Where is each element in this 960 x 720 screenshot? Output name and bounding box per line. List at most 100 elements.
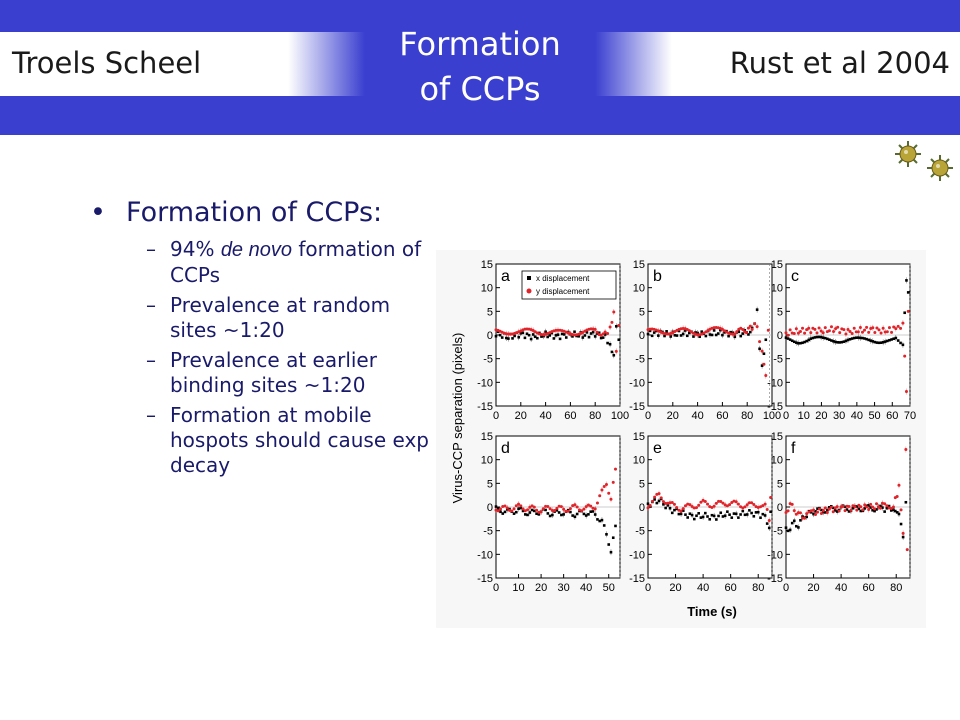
- x-displacement-point: [610, 350, 614, 354]
- y-tick-label: 10: [481, 455, 493, 467]
- sub-bullet-italic: de novo: [220, 239, 292, 261]
- x-displacement-point: [888, 338, 891, 342]
- x-displacement-point: [526, 513, 529, 517]
- x-displacement-point: [730, 516, 734, 519]
- x-displacement-point: [845, 508, 849, 511]
- y-displacement-point: [733, 332, 737, 336]
- y-displacement-point: [905, 548, 909, 552]
- y-tick-label: -10: [477, 549, 493, 561]
- y-displacement-point: [734, 500, 738, 504]
- x-displacement-point: [896, 339, 900, 342]
- y-displacement-point: [510, 509, 514, 513]
- y-displacement-point: [530, 504, 534, 508]
- y-displacement-point: [801, 326, 805, 330]
- x-displacement-point: [788, 528, 792, 532]
- y-displacement-point: [881, 326, 885, 330]
- y-displacement-point: [657, 492, 661, 496]
- x-displacement-point: [867, 503, 870, 507]
- x-displacement-point: [763, 514, 767, 517]
- x-displacement-point: [710, 333, 714, 337]
- x-displacement-point: [871, 340, 875, 343]
- x-displacement-point: [581, 336, 585, 339]
- x-displacement-point: [867, 338, 870, 342]
- x-displacement-point: [679, 334, 683, 337]
- y-displacement-point: [745, 503, 749, 507]
- x-displacement-point: [584, 514, 588, 517]
- x-displacement-point: [571, 514, 574, 517]
- x-displacement-point: [712, 329, 716, 332]
- x-displacement-point: [675, 334, 679, 337]
- y-displacement-point: [741, 327, 745, 331]
- y-displacement-point: [505, 506, 509, 510]
- y-displacement-point: [844, 332, 848, 336]
- x-displacement-point: [734, 512, 738, 516]
- x-displacement-point: [571, 335, 574, 338]
- x-displacement-point: [894, 336, 898, 340]
- x-displacement-point: [873, 340, 877, 344]
- x-displacement-point: [899, 341, 902, 345]
- y-displacement-point: [703, 500, 707, 504]
- x-displacement-point: [760, 364, 764, 367]
- y-displacement-point: [675, 506, 679, 510]
- x-tick-label: 10: [798, 410, 810, 422]
- y-displacement-point: [580, 509, 584, 513]
- x-displacement-point: [737, 516, 740, 519]
- x-displacement-point: [852, 336, 856, 340]
- x-displacement-point: [714, 333, 718, 337]
- y-displacement-point: [803, 331, 807, 335]
- x-displacement-point: [723, 514, 727, 518]
- x-tick-label: 0: [493, 410, 499, 422]
- y-displacement-point: [728, 503, 732, 507]
- x-displacement-point: [531, 333, 535, 336]
- x-displacement-point: [544, 508, 547, 512]
- bullet-list: • Formation of CCPs: – 94% de novo forma…: [90, 196, 430, 483]
- sub-bullet-list: – 94% de novo formation of CCPs – Preval…: [90, 237, 430, 478]
- x-displacement-point: [537, 513, 541, 516]
- x-displacement-point: [833, 509, 837, 512]
- x-displacement-point: [836, 341, 839, 344]
- x-displacement-point: [879, 341, 883, 344]
- y-displacement-point: [861, 508, 865, 512]
- y-displacement-point: [699, 500, 703, 504]
- y-displacement-point: [871, 505, 875, 509]
- x-displacement-point: [737, 330, 741, 334]
- y-tick-label: -10: [767, 549, 783, 561]
- x-tick-label: 100: [763, 410, 781, 422]
- y-displacement-point: [812, 508, 816, 512]
- y-tick-label: 10: [771, 455, 783, 467]
- x-displacement-point: [650, 334, 654, 338]
- x-displacement-point: [857, 507, 861, 511]
- y-displacement-point: [761, 504, 765, 508]
- x-displacement-point: [528, 511, 532, 514]
- x-displacement-point: [525, 332, 529, 336]
- x-tick-label: 20: [669, 582, 681, 594]
- slide-title-line-1: Formation: [399, 25, 561, 63]
- x-displacement-point: [875, 341, 879, 344]
- x-tick-label: 100: [611, 410, 629, 422]
- y-displacement-point: [617, 324, 621, 328]
- x-displacement-point: [602, 524, 606, 527]
- y-displacement-point: [721, 501, 725, 505]
- bullet-main-text: Formation of CCPs:: [126, 197, 383, 228]
- y-displacement-point: [535, 508, 539, 512]
- x-displacement-point: [517, 507, 520, 511]
- y-displacement-point: [843, 509, 847, 513]
- legend-marker-x: [527, 276, 531, 280]
- y-displacement-point: [508, 508, 512, 512]
- x-displacement-point: [873, 509, 876, 513]
- x-displacement-point: [786, 337, 790, 340]
- y-displacement-point: [790, 502, 794, 506]
- y-displacement-point: [873, 330, 877, 334]
- y-displacement-point: [606, 332, 610, 336]
- y-tick-label: -15: [477, 573, 493, 585]
- x-displacement-point: [831, 506, 835, 510]
- y-tick-label: 15: [771, 259, 783, 271]
- y-tick-label: 0: [487, 502, 493, 514]
- x-displacement-point: [904, 500, 908, 504]
- y-displacement-point: [769, 496, 773, 500]
- x-displacement-point: [701, 515, 705, 519]
- x-axis-label: Time (s): [687, 604, 737, 619]
- y-tick-label: 15: [481, 431, 493, 443]
